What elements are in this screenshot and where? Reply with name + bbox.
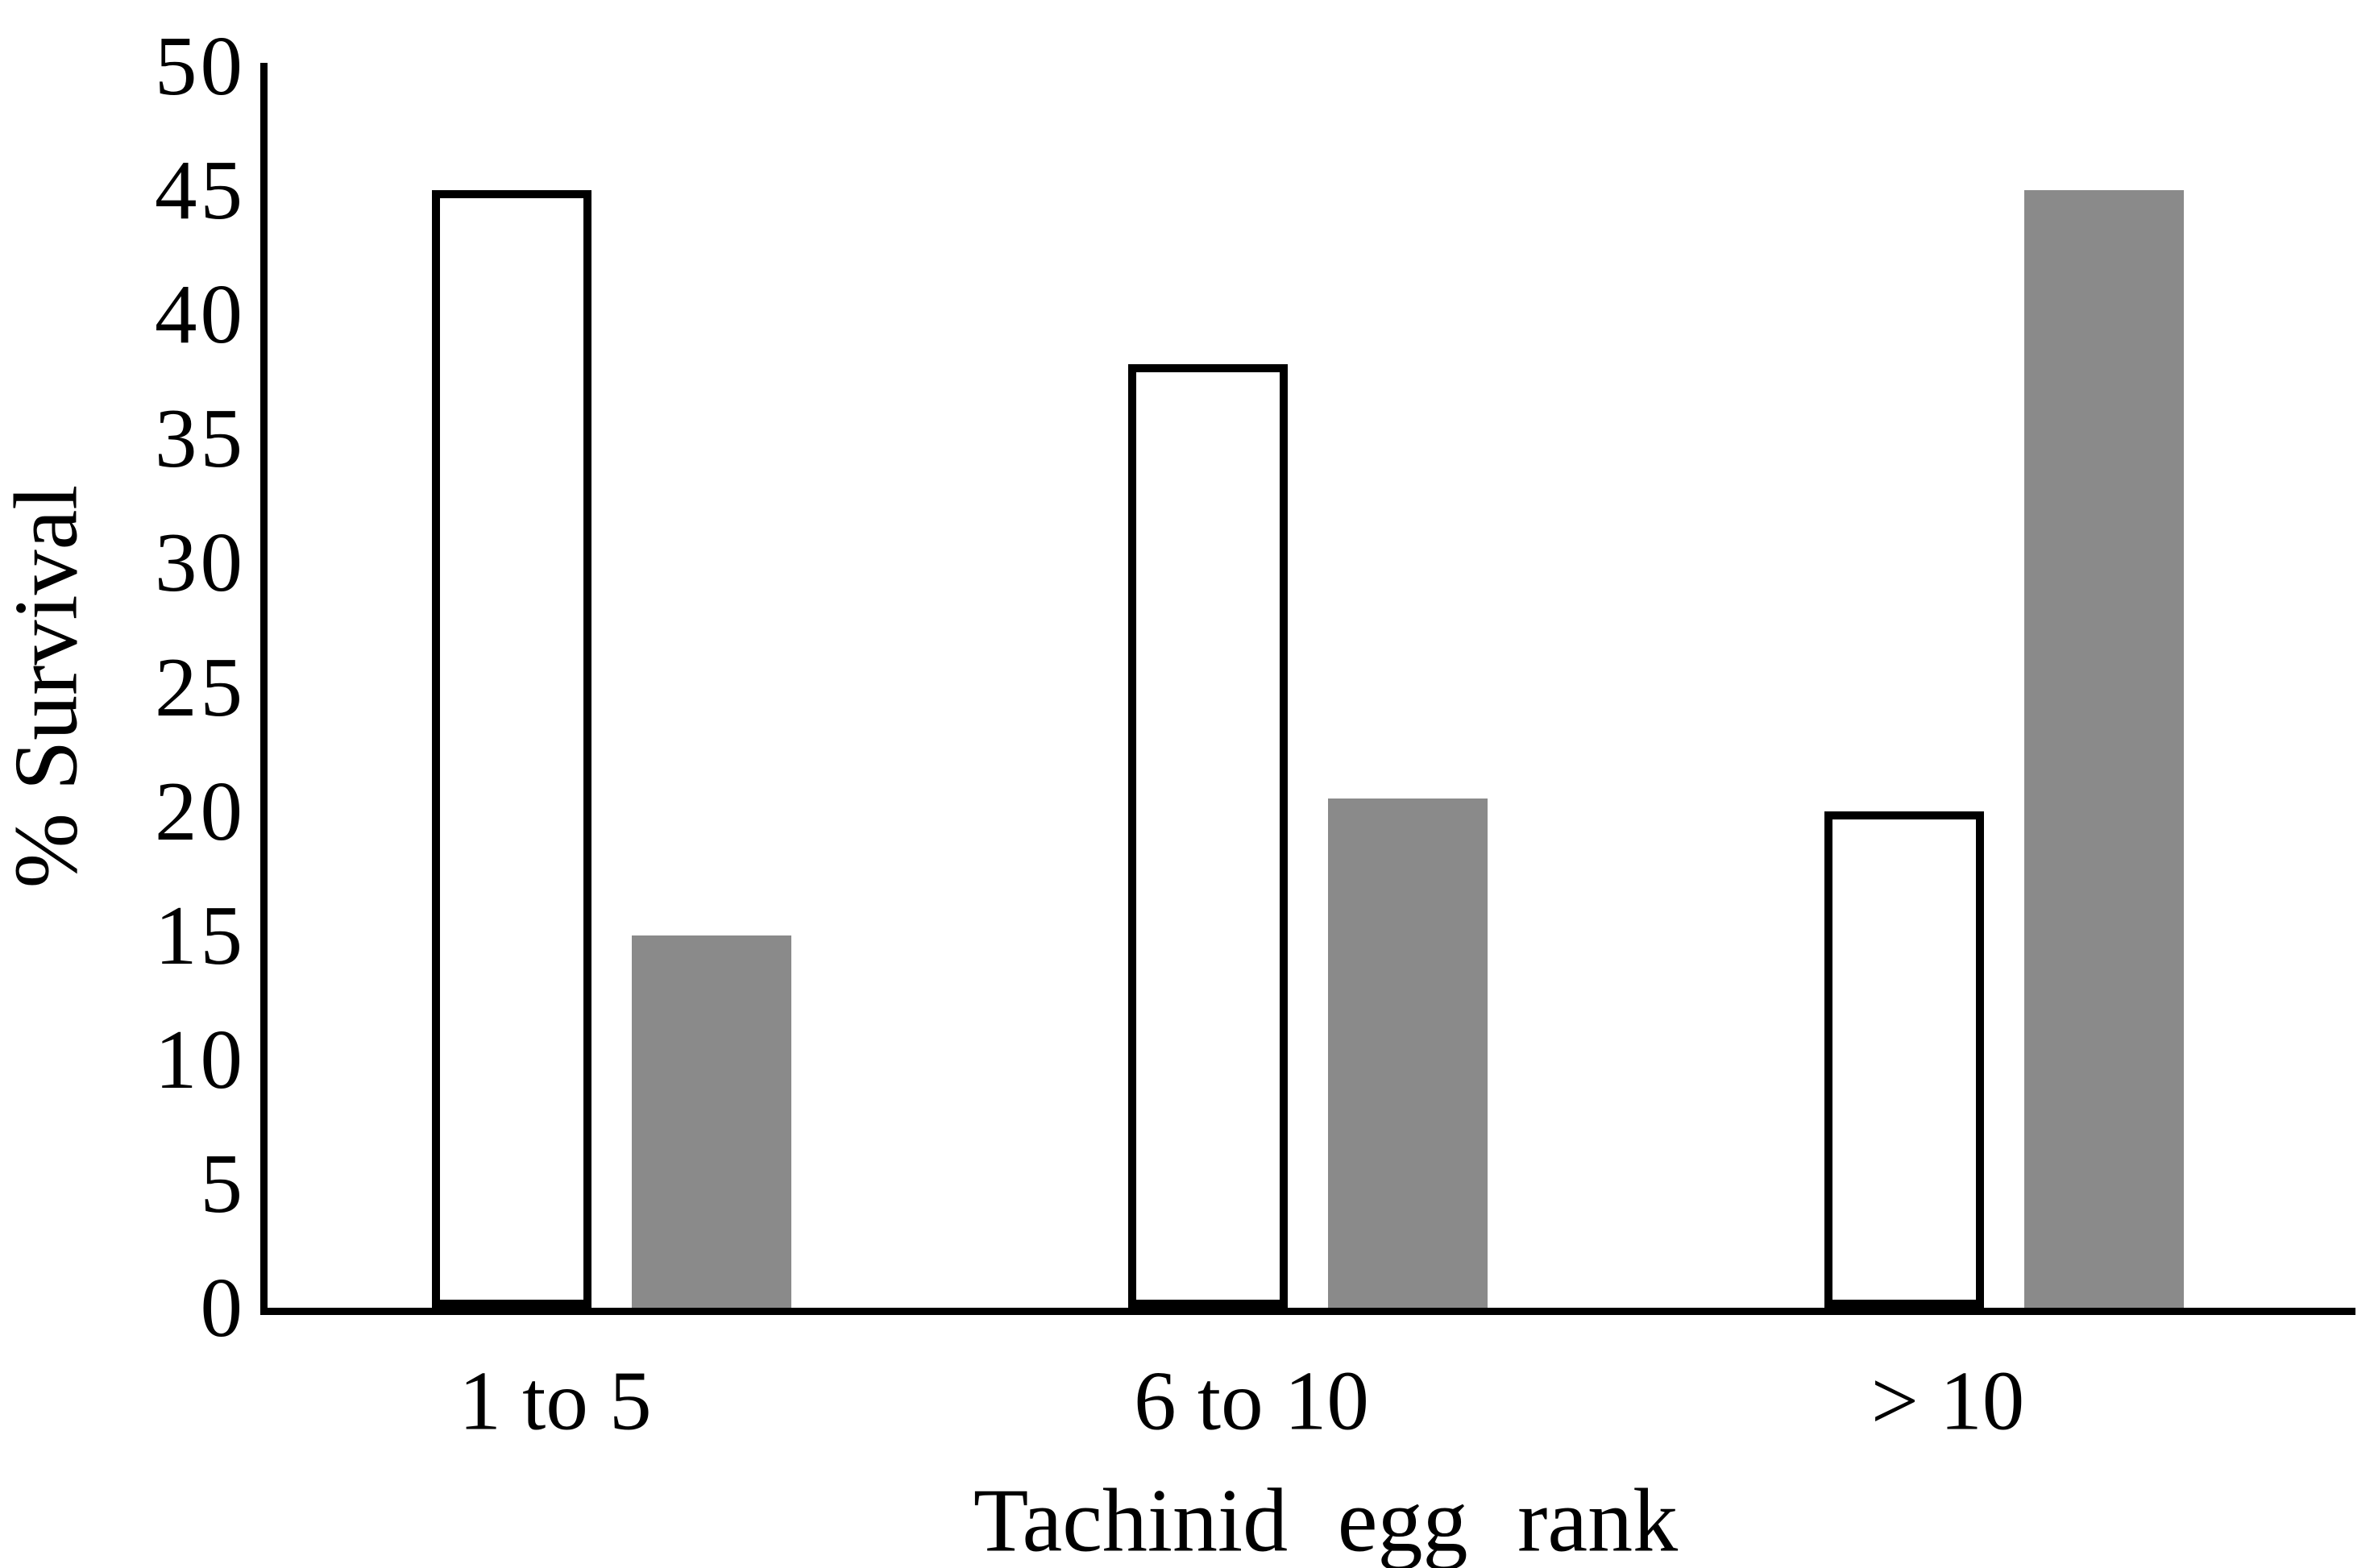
y-tick-label-35: 35 [155,391,246,486]
x-category-label-1-to-5: 1 to 5 [459,1353,652,1448]
y-tick-label-40: 40 [155,267,246,362]
bar-gray-1-to-5 [632,935,791,1308]
bar-white-1-to-5 [432,190,591,1308]
y-tick-label-0: 0 [200,1260,246,1354]
y-tick-label-10: 10 [155,1011,246,1106]
x-category-label-6-to-10: 6 to 10 [1134,1353,1369,1448]
y-tick-label-30: 30 [155,515,246,610]
x-axis-title: Tachinid egg rank [973,1471,1679,1568]
y-axis-line [260,63,268,1315]
bar-white-gt-10 [1824,811,1984,1308]
bar-gray-6-to-10 [1328,799,1488,1308]
y-tick-label-50: 50 [155,19,246,113]
y-tick-label-25: 25 [155,639,246,734]
bar-gray-gt-10 [2024,190,2184,1308]
y-tick-label-20: 20 [155,763,246,858]
bar-white-6-to-10 [1128,363,1288,1308]
y-tick-label-15: 15 [155,887,246,982]
x-category-label-gt-10: > 10 [1870,1353,2025,1448]
x-axis-line [260,1308,2355,1315]
y-tick-label-5: 5 [200,1135,246,1230]
y-tick-label-45: 45 [155,143,246,238]
